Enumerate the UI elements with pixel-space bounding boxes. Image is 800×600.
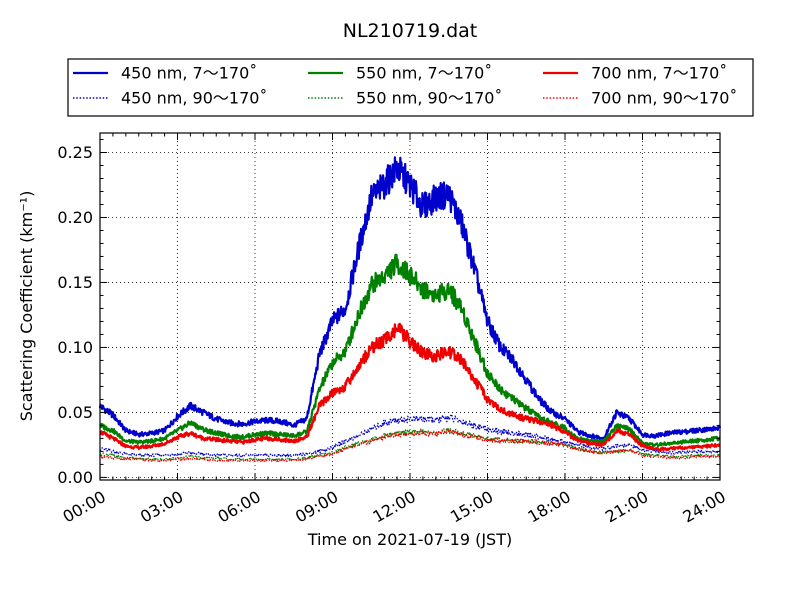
y-tick-label: 0.00: [57, 468, 93, 487]
series-line-1: [98, 156, 722, 442]
legend-label-2: 450 nm, 90～170˚: [121, 89, 267, 108]
series-line-6: [99, 427, 721, 463]
x-tick-label: 09:00: [292, 487, 341, 527]
chart-title: NL210719.dat: [343, 20, 478, 42]
x-tick-label: 24:00: [679, 487, 728, 527]
series-line-5: [99, 322, 721, 452]
y-axis-label: Scattering Coefficient (km⁻¹): [17, 191, 36, 422]
x-tick-label: 00:00: [59, 487, 108, 527]
legend-label-4: 550 nm, 90～170˚: [356, 89, 502, 108]
series-line-4: [99, 427, 721, 461]
x-tick-label: 21:00: [602, 487, 651, 527]
x-tick-label: 12:00: [369, 487, 418, 527]
x-tick-label: 18:00: [524, 487, 573, 527]
legend-label-5: 700 nm, 7～170˚: [591, 64, 727, 83]
series-layer: [98, 156, 722, 463]
y-tick-label: 0.15: [57, 273, 93, 292]
x-tick-label: 03:00: [137, 487, 186, 527]
legend-label-1: 450 nm, 7～170˚: [121, 64, 257, 83]
legend-items: 450 nm, 7～170˚ 450 nm, 90～170˚ 550 nm, 7～1…: [73, 64, 737, 108]
series-line-2: [99, 414, 721, 458]
legend-label-6: 700 nm, 90～170˚: [591, 89, 737, 108]
x-tick-label: 15:00: [447, 487, 496, 527]
y-tick-label: 0.10: [57, 338, 93, 357]
x-tick-label: 06:00: [214, 487, 263, 527]
y-tick-label: 0.25: [57, 143, 93, 162]
legend: [67, 58, 754, 117]
x-axis-label: Time on 2021-07-19 (JST): [307, 530, 512, 549]
y-tick-label: 0.20: [57, 208, 93, 227]
y-tick-label: 0.05: [57, 403, 93, 422]
legend-label-3: 550 nm, 7～170˚: [356, 64, 492, 83]
series-line-3: [99, 253, 721, 448]
